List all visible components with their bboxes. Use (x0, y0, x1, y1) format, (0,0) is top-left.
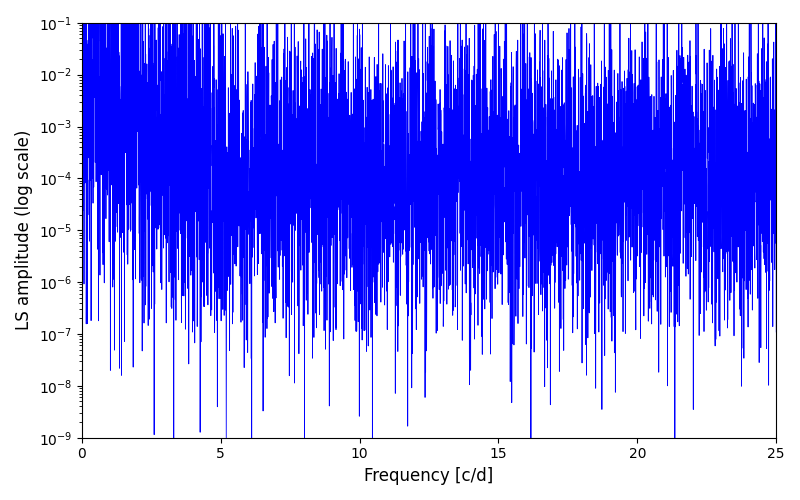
X-axis label: Frequency [c/d]: Frequency [c/d] (364, 467, 494, 485)
Y-axis label: LS amplitude (log scale): LS amplitude (log scale) (15, 130, 33, 330)
